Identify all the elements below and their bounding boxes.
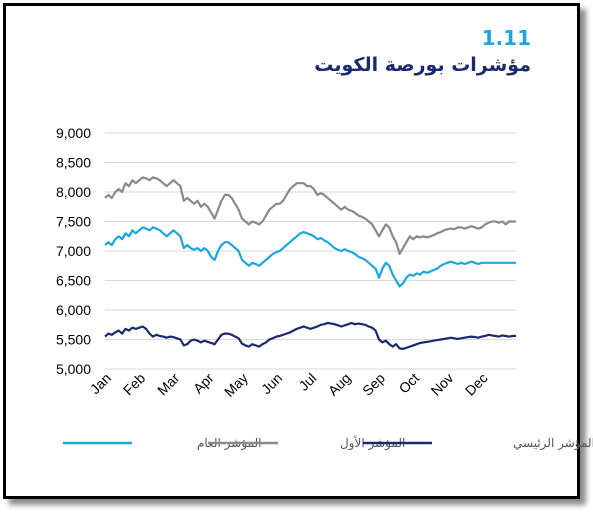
legend-label: المؤشر الرئيسي <box>513 436 593 451</box>
y-tick-label: 5,500 <box>56 332 91 348</box>
x-tick-label: May <box>221 370 251 400</box>
x-tick-label: Sep <box>359 370 388 399</box>
figure-title: مؤشرات بورصة الكويت <box>314 54 531 76</box>
x-tick-label: Feb <box>120 370 149 399</box>
x-tick-label: Oct <box>396 370 423 397</box>
y-tick-label: 8,500 <box>56 155 91 171</box>
gridlines <box>105 132 516 370</box>
figure-number: 1.11 <box>481 26 531 50</box>
y-tick-label: 7,000 <box>56 243 91 259</box>
y-tick-label: 9,000 <box>56 125 91 141</box>
y-tick-label: 5,000 <box>56 361 91 377</box>
y-tick-label: 6,000 <box>56 302 91 318</box>
x-axis-tick-labels: Jan Feb Mar Apr May Jun Jul Aug Sep Oct Nov Dec <box>87 370 491 400</box>
x-tick-label: Aug <box>325 370 354 399</box>
series-lines <box>104 176 516 350</box>
y-axis-tick-labels: 5,000 5,500 6,000 6,500 7,000 7,500 8,000 8,500… <box>56 125 91 377</box>
y-tick-label: 6,500 <box>56 273 91 289</box>
x-tick-label: Nov <box>428 370 457 399</box>
series-line-1 <box>104 176 516 255</box>
x-tick-label: Jul <box>295 370 319 394</box>
y-tick-label: 8,000 <box>56 184 91 200</box>
x-tick-label: Mar <box>154 370 183 399</box>
series-line-0 <box>104 226 516 288</box>
legend: المؤشر العام المؤشر الأول المؤشر الرئيسي <box>63 435 593 451</box>
x-tick-label: Apr <box>190 370 217 397</box>
y-tick-label: 7,500 <box>56 214 91 230</box>
x-tick-label: Jun <box>258 370 285 397</box>
x-tick-label: Dec <box>462 370 491 399</box>
series-line-2 <box>104 321 516 350</box>
